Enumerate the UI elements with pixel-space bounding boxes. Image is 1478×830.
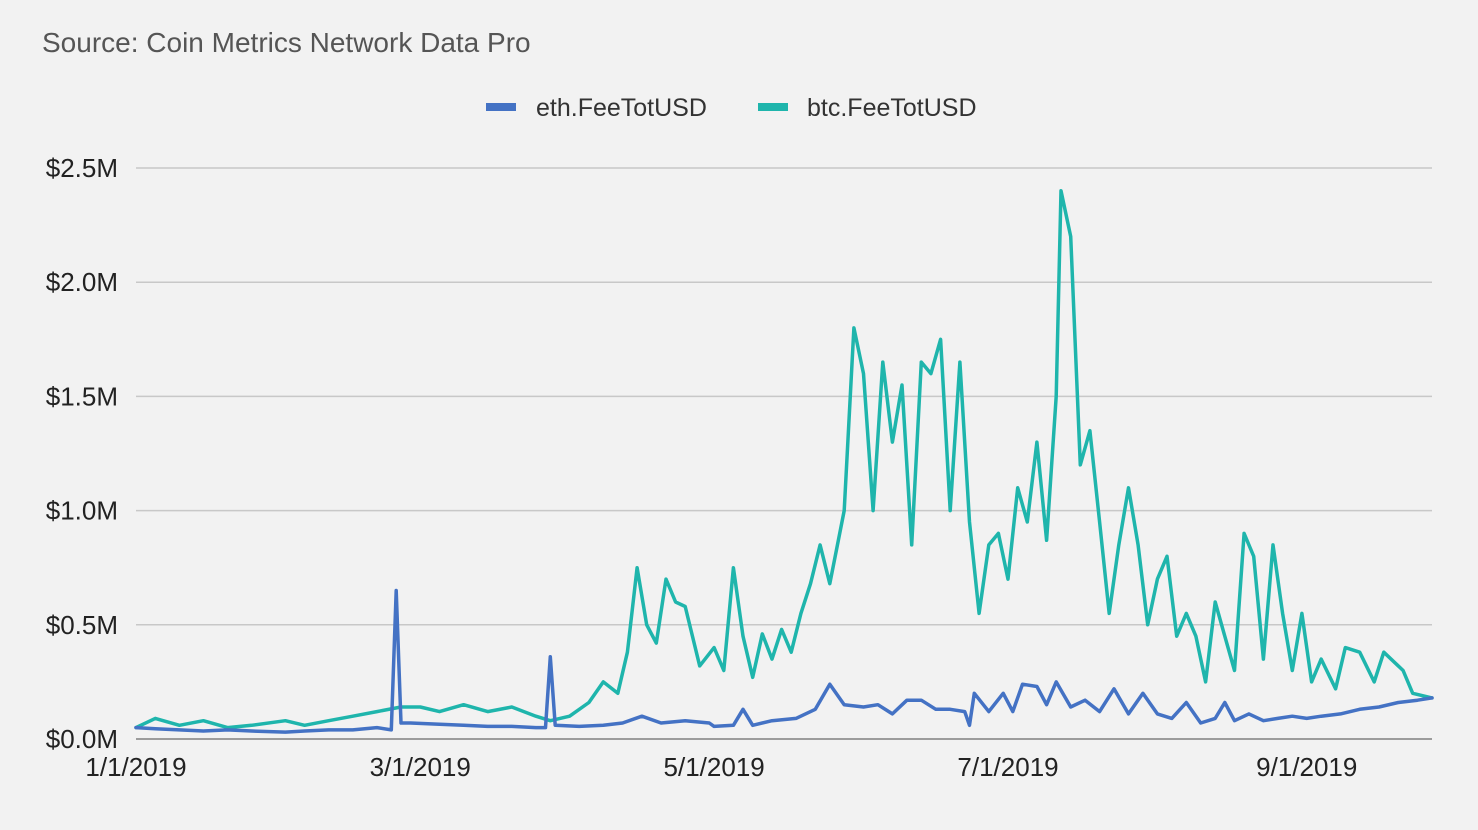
x-tick-label: 5/1/2019 — [664, 752, 765, 782]
x-tick-label: 9/1/2019 — [1256, 752, 1357, 782]
series-line-btc — [134, 189, 1434, 730]
x-axis-ticks: 1/1/2019 3/1/2019 5/1/2019 7/1/2019 9/1/2019 — [85, 752, 1357, 782]
y-tick-label: $2.5M — [46, 153, 118, 183]
legend-item-eth: eth.FeeTotUSD — [486, 94, 707, 122]
y-axis-ticks: $0.0M $0.5M $1.0M $1.5M $2.0M $2.5M — [46, 153, 118, 754]
legend-label-btc: btc.FeeTotUSD — [807, 94, 977, 122]
y-tick-label: $1.5M — [46, 381, 118, 411]
series-line-eth — [134, 588, 1434, 734]
legend-label-eth: eth.FeeTotUSD — [536, 94, 707, 122]
legend: eth.FeeTotUSD btc.FeeTotUSD — [486, 94, 977, 122]
legend-swatch-eth — [486, 103, 516, 111]
chart-subtitle: Source: Coin Metrics Network Data Pro — [42, 27, 531, 58]
y-tick-label: $0.5M — [46, 610, 118, 640]
y-tick-label: $2.0M — [46, 267, 118, 297]
x-tick-label: 7/1/2019 — [957, 752, 1058, 782]
x-tick-label: 1/1/2019 — [85, 752, 186, 782]
y-tick-label: $0.0M — [46, 724, 118, 754]
series-lines — [134, 189, 1434, 734]
legend-item-btc: btc.FeeTotUSD — [758, 94, 977, 122]
y-tick-label: $1.0M — [46, 496, 118, 526]
x-tick-label: 3/1/2019 — [370, 752, 471, 782]
legend-swatch-btc — [758, 103, 788, 111]
gridlines — [136, 167, 1432, 626]
